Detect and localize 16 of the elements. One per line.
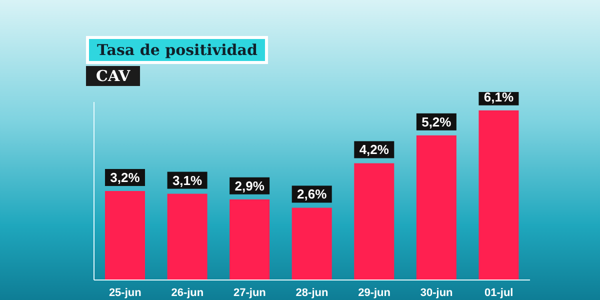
chart-title: Tasa de positividad xyxy=(86,36,268,64)
x-tick-label: 01-jul xyxy=(484,286,514,299)
data-label: 3,2% xyxy=(110,170,140,185)
data-label: 5,2% xyxy=(422,114,452,130)
x-tick-label: 26-jun xyxy=(171,286,204,299)
data-label: 4,2% xyxy=(359,142,390,158)
x-tick-label: 27-jun xyxy=(234,286,266,299)
data-label: 2,9% xyxy=(234,178,265,194)
x-tick-label: 25-jun xyxy=(108,286,142,299)
x-tick-label: 30-jun xyxy=(420,286,454,299)
data-label: 3,1% xyxy=(172,172,203,188)
chart-subtitle: CAV xyxy=(86,66,140,86)
data-label: 2,6% xyxy=(297,186,328,202)
x-tick-label: 29-jun xyxy=(358,286,391,299)
x-tick-label: 28-jun xyxy=(296,286,328,299)
data-label: 6,1% xyxy=(484,89,514,104)
